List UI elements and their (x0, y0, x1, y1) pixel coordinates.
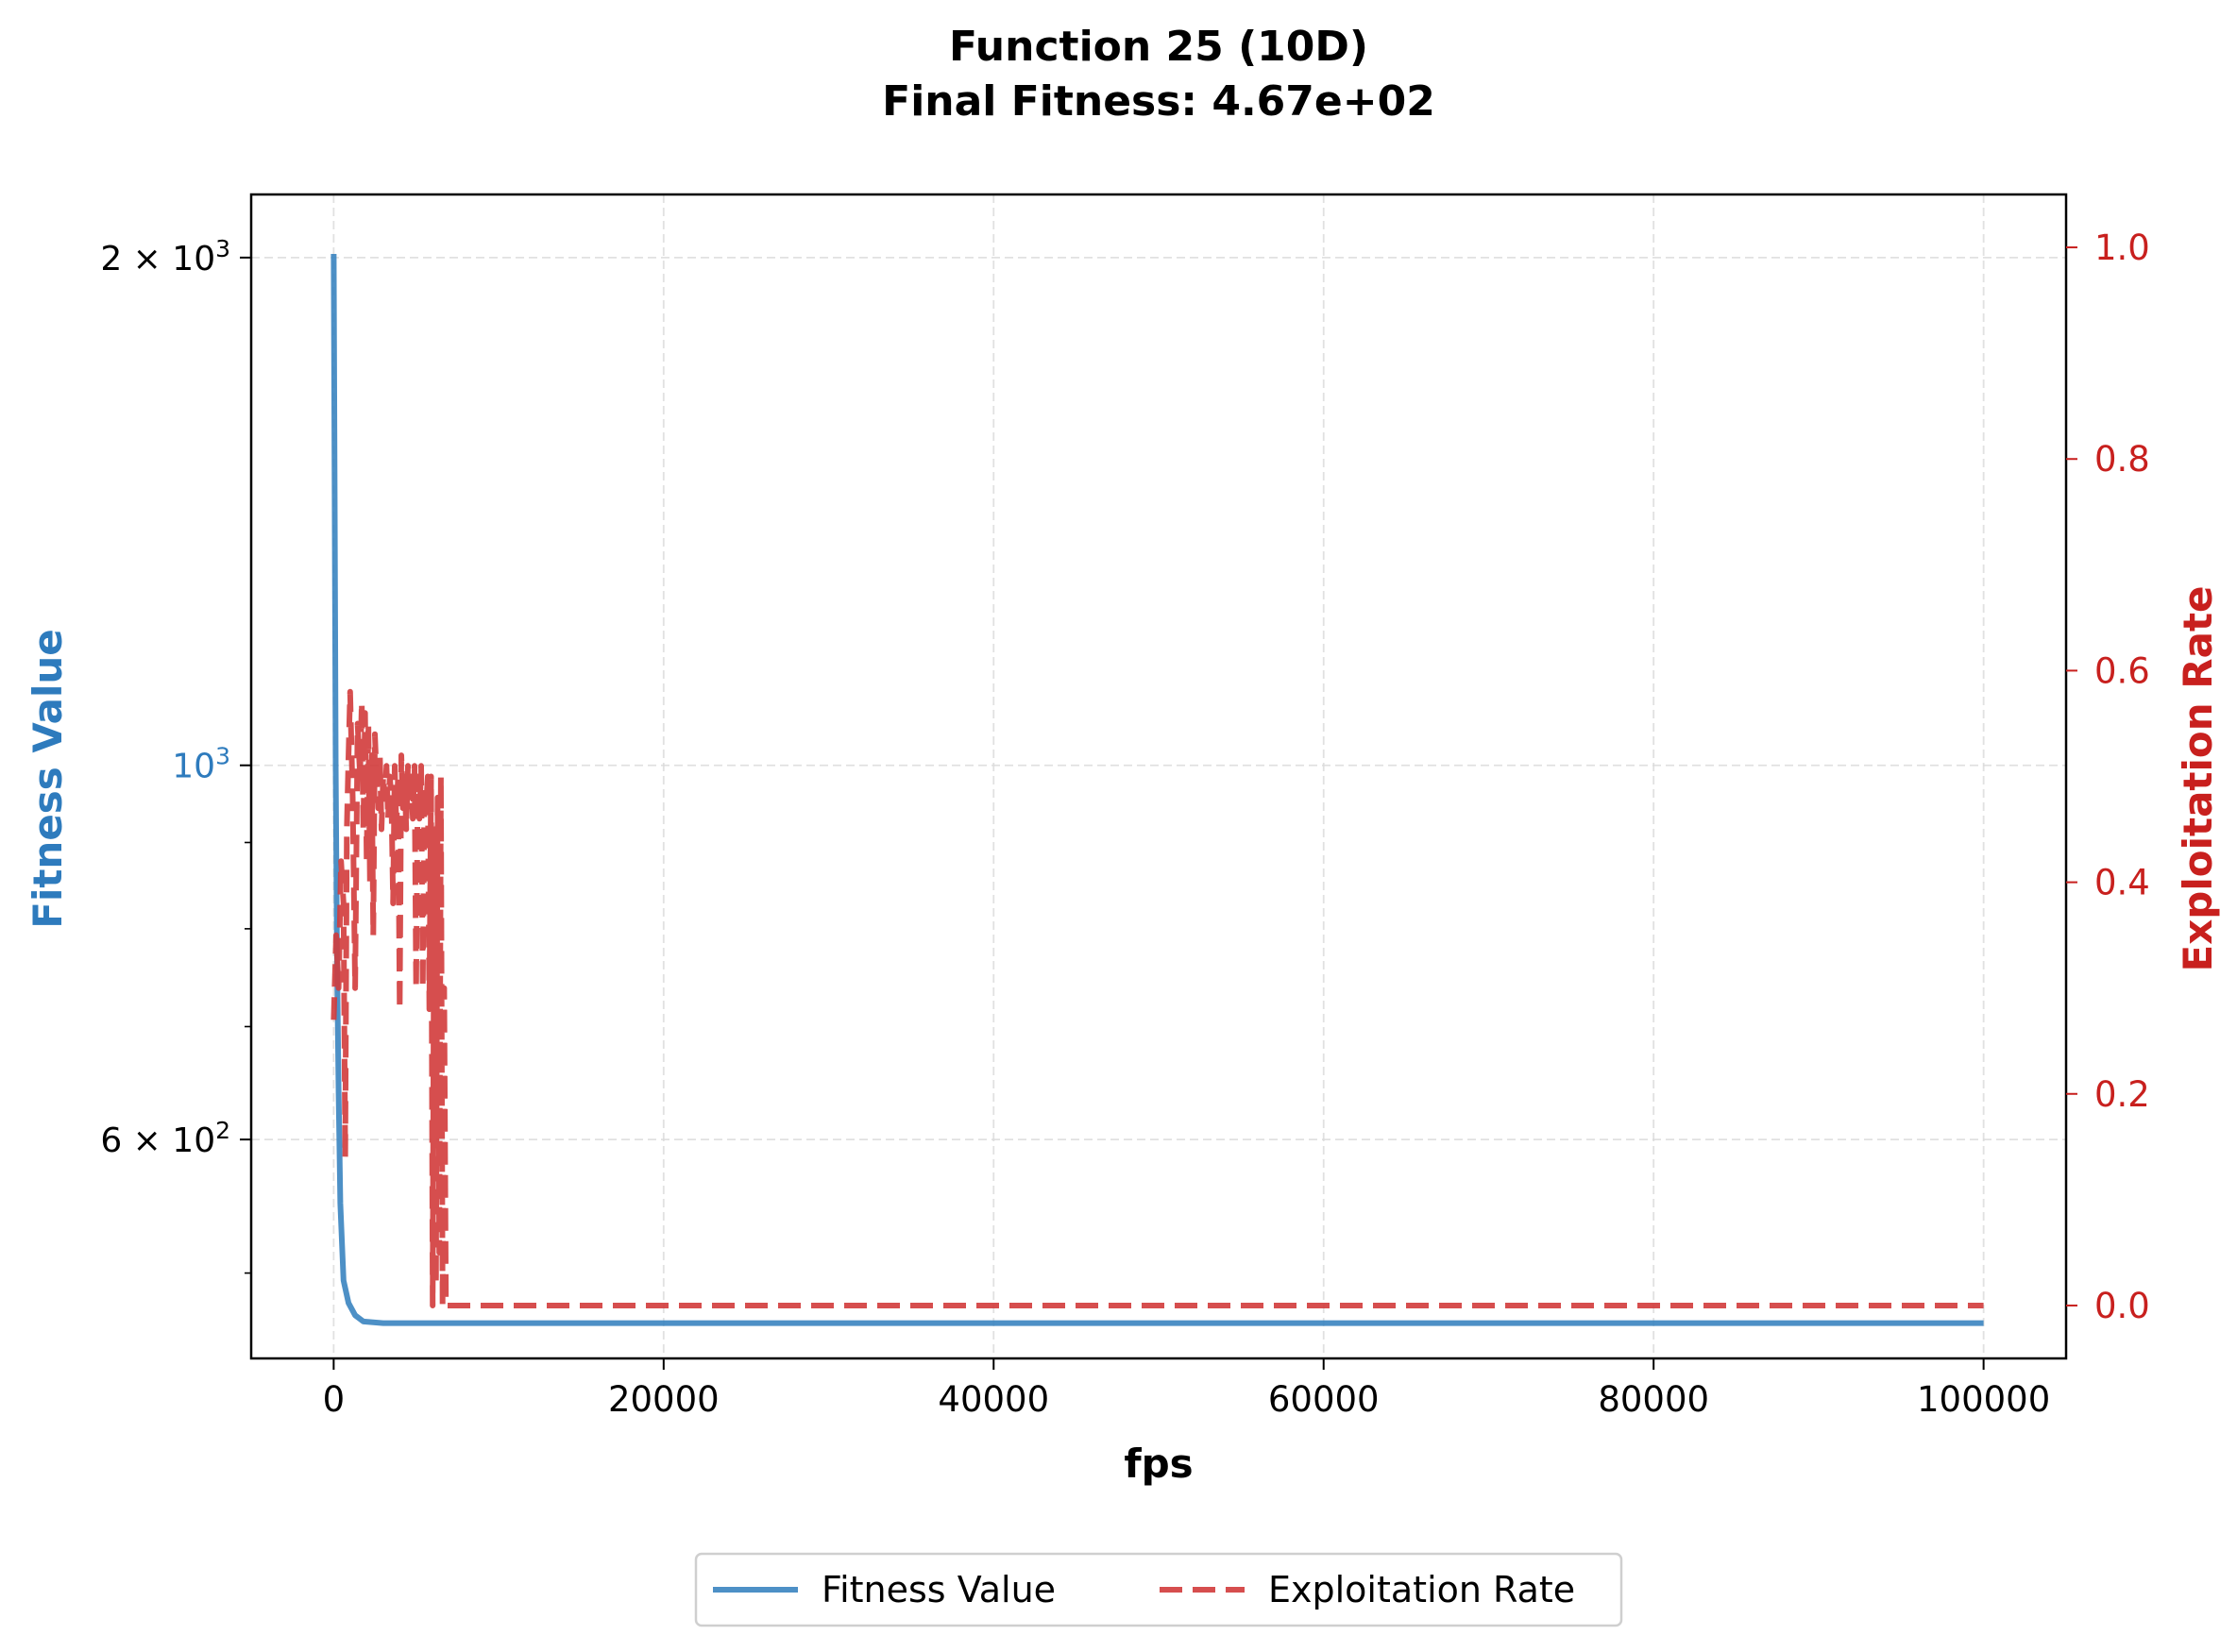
x-tick-label: 20000 (608, 1379, 720, 1420)
series-layer (330, 253, 1984, 1326)
y-left-tick-label: 2 × 103 (100, 235, 230, 278)
y-right-tick-label: 1.0 (2094, 228, 2150, 268)
legend-label-fitness: Fitness Value (822, 1569, 1056, 1610)
legend: Fitness Value Exploitation Rate (694, 1552, 1623, 1627)
y-right-tick-label: 0.4 (2094, 863, 2150, 903)
chart-title: Function 25 (10D) (949, 23, 1368, 71)
grid-layer (251, 194, 2066, 1358)
x-tick-label: 80000 (1598, 1379, 1709, 1420)
x-tick-label: 100000 (1917, 1379, 2050, 1420)
axes-layer: 0 20000 40000 60000 80000 100000 6 × 102 103 2 ×… (100, 228, 2150, 1420)
y-right-tick-label: 0.0 (2094, 1286, 2150, 1326)
x-axis-label: fps (1124, 1441, 1193, 1487)
y-right-tick-label: 0.6 (2094, 650, 2150, 691)
y-right-tick-label: 0.8 (2094, 439, 2150, 480)
x-tick-label: 60000 (1268, 1379, 1380, 1420)
plot-frame (249, 193, 2068, 1360)
legend-label-exploitation: Exploitation Rate (1268, 1569, 1575, 1610)
y-left-tick-label: 103 (172, 743, 230, 786)
legend-box (694, 1552, 1623, 1627)
x-tick-label: 40000 (938, 1379, 1049, 1420)
chart-subtitle: Final Fitness: 4.67e+02 (882, 77, 1435, 126)
y-axis-label-right: Exploitation Rate (2175, 585, 2221, 971)
y-right-tick-label: 0.2 (2094, 1074, 2150, 1115)
series-line-fitness (330, 253, 1984, 1326)
series-line-exploitation (330, 688, 1984, 1308)
y-left-tick-label: 6 × 102 (100, 1117, 230, 1160)
x-tick-label: 0 (323, 1379, 346, 1420)
y-axis-label-left: Fitness Value (25, 629, 71, 929)
